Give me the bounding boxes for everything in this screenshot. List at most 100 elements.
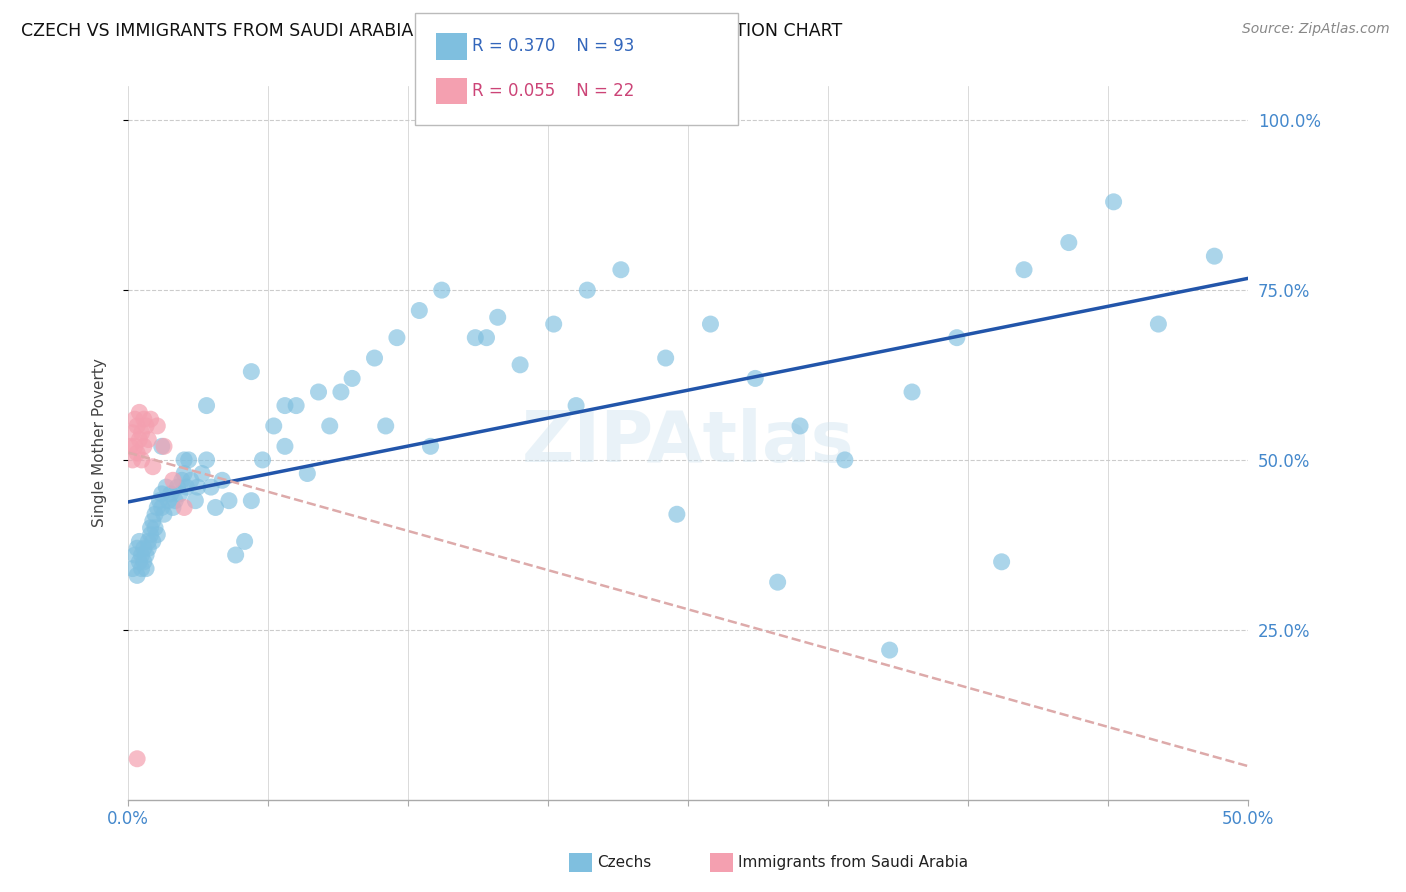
Point (419, 439, 441, 453)
Point (146, 527, 169, 541)
Point (744, 371, 766, 385)
Point (131, 425, 153, 440)
Point (135, 548, 157, 562)
Point (177, 453, 200, 467)
Point (834, 453, 856, 467)
Point (509, 358, 531, 372)
Point (233, 534, 256, 549)
Point (121, 453, 143, 467)
Point (308, 384, 330, 399)
Point (240, 365, 263, 379)
Point (142, 514, 165, 528)
Point (1147, 317, 1170, 331)
Point (124, 548, 146, 562)
Point (408, 303, 430, 318)
Point (1204, 249, 1226, 263)
Point (789, 419, 811, 434)
Point (252, 453, 274, 467)
Point (200, 480, 222, 494)
Point (211, 473, 233, 487)
Point (124, 439, 146, 453)
Point (475, 331, 498, 345)
Point (135, 419, 157, 434)
Point (128, 555, 150, 569)
Point (654, 351, 676, 365)
Point (1057, 235, 1080, 250)
Point (143, 508, 166, 522)
Point (136, 433, 159, 447)
Point (173, 500, 195, 515)
Point (180, 473, 202, 487)
Point (225, 548, 247, 562)
Point (665, 508, 688, 522)
Point (191, 467, 214, 481)
Point (127, 446, 149, 460)
Point (131, 561, 153, 575)
Point (121, 425, 143, 440)
Point (139, 521, 162, 535)
Point (120, 439, 142, 453)
Point (699, 317, 721, 331)
Text: R = 0.055    N = 22: R = 0.055 N = 22 (472, 82, 634, 100)
Text: Czechs: Czechs (598, 855, 652, 870)
Point (128, 433, 150, 447)
Point (142, 459, 165, 474)
Point (990, 555, 1012, 569)
Point (139, 527, 162, 541)
Point (285, 399, 308, 413)
Point (176, 480, 198, 494)
Point (136, 541, 159, 556)
Point (162, 500, 184, 515)
Point (187, 480, 209, 494)
Text: Source: ZipAtlas.com: Source: ZipAtlas.com (1241, 22, 1389, 37)
Point (430, 283, 453, 297)
Text: R = 0.370    N = 93: R = 0.370 N = 93 (472, 37, 634, 55)
Point (363, 351, 385, 365)
Point (157, 493, 180, 508)
Point (184, 493, 207, 508)
Text: ZIPAtlas: ZIPAtlas (522, 409, 855, 477)
Point (150, 439, 173, 453)
Point (153, 439, 176, 453)
Point (946, 331, 969, 345)
Point (162, 473, 184, 487)
Point (131, 548, 153, 562)
Point (486, 310, 509, 325)
Point (329, 384, 352, 399)
Point (165, 493, 187, 508)
Point (173, 467, 195, 481)
Point (128, 405, 150, 419)
Point (150, 500, 173, 515)
Point (464, 331, 486, 345)
Text: Immigrants from Saudi Arabia: Immigrants from Saudi Arabia (738, 855, 969, 870)
Point (240, 493, 263, 508)
Point (297, 467, 319, 481)
Point (132, 439, 155, 453)
Point (139, 412, 162, 426)
Point (132, 412, 155, 426)
Point (1102, 194, 1125, 209)
Point (274, 399, 297, 413)
Point (263, 419, 285, 434)
Point (166, 480, 188, 494)
Point (146, 419, 169, 434)
Point (340, 371, 363, 385)
Point (374, 419, 396, 434)
Text: CZECH VS IMMIGRANTS FROM SAUDI ARABIA SINGLE MOTHER POVERTY CORRELATION CHART: CZECH VS IMMIGRANTS FROM SAUDI ARABIA SI… (21, 22, 842, 40)
Point (901, 384, 924, 399)
Point (195, 399, 218, 413)
Point (136, 534, 159, 549)
Point (204, 500, 226, 515)
Point (169, 487, 191, 501)
Point (127, 541, 149, 556)
Point (132, 541, 155, 556)
Point (159, 487, 181, 501)
Point (124, 412, 146, 426)
Point (170, 473, 193, 487)
Point (155, 480, 177, 494)
Point (127, 752, 149, 766)
Y-axis label: Single Mother Poverty: Single Mother Poverty (93, 359, 107, 527)
Point (128, 534, 150, 549)
Point (173, 453, 195, 467)
Point (132, 555, 155, 569)
